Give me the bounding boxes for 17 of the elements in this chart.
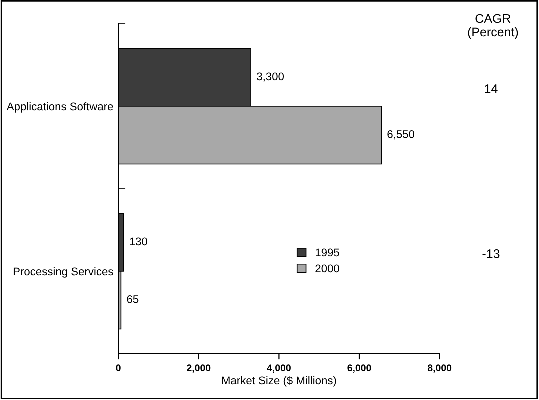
x-tick-label: 8,000 [428,364,452,373]
legend-label: 2000 [316,264,340,273]
x-tick-label: 2,000 [187,364,211,373]
text: 14 [485,84,498,94]
x-tick-label: 6,000 [348,364,372,373]
legend-label: 1995 [316,248,340,257]
y-tick-label: Applications Software [6,102,114,113]
text: -13 [482,250,500,258]
data-label: 3,300 [257,72,284,82]
x-axis-title: Market Size ($ Millions) [222,376,336,387]
text: CAGR (Percent) [468,14,518,40]
data-label: 6,550 [388,130,415,140]
y-tick-label: Processing Services [14,267,114,278]
x-tick-label: 4,000 [267,364,291,373]
x-tick-label: 0 [116,364,121,372]
data-label: 65 [127,295,139,304]
data-label: 130 [130,238,148,246]
